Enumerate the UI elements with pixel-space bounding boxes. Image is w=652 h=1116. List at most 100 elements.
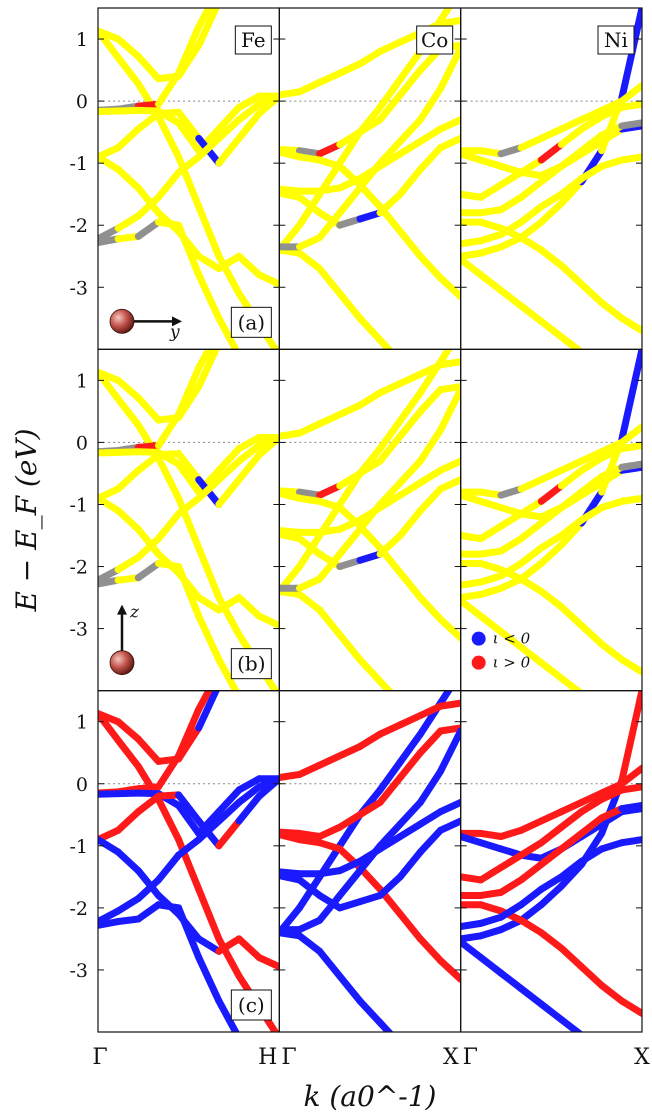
band-co-4-segment [356, 798, 384, 819]
band-co-7-segment [437, 817, 461, 834]
band-ni-2-segment [460, 255, 485, 279]
band-ni-6-segment [557, 829, 586, 853]
band-co-1-segment [396, 730, 424, 766]
band-co-4-segment [416, 727, 445, 757]
band-ni-8-segment [537, 532, 565, 552]
band-fe-6-segment [235, 252, 263, 279]
band-co-8-segment [416, 767, 445, 806]
panel-frame [460, 690, 643, 1033]
band-co-5-segment [416, 594, 445, 623]
band-fe-6-segment [134, 525, 162, 558]
y-axis-title: E − E_F (eV) [10, 428, 43, 612]
band-co-2-segment [336, 289, 364, 322]
band-fe-4-segment [215, 103, 243, 133]
band-ni-8-segment [477, 572, 505, 586]
band-fe-7-segment [195, 134, 223, 161]
band-co-8-segment [295, 575, 324, 592]
band-co-4-segment [376, 774, 404, 806]
band-ni-8-segment [598, 497, 626, 512]
band-co-6-segment [396, 137, 424, 158]
band-ni-3-segment [578, 789, 606, 806]
band-fe-7-segment [134, 193, 162, 220]
panel-frame [460, 7, 643, 350]
band-co-3-segment [376, 38, 404, 55]
band-co-3-segment [396, 370, 424, 387]
band-co-7-segment [295, 193, 324, 217]
band-fe-5-segment [215, 134, 243, 167]
band-co-1-segment [396, 47, 424, 83]
band-ni-5-segment [537, 823, 565, 847]
band-ni-5-segment [497, 510, 525, 530]
band-fe-3-segment [154, 752, 183, 791]
band-ni-2-segment [497, 628, 525, 651]
band-fe-8-segment [259, 387, 279, 412]
band-ni-7-segment [537, 929, 565, 952]
band-fe-2-segment [134, 52, 162, 83]
band-ni-5-segment [618, 100, 642, 111]
y-tick-label: -3 [69, 277, 88, 299]
band-fe-6-segment [195, 935, 223, 955]
band-fe-1-segment [175, 153, 203, 211]
band-ni-2-segment [602, 709, 622, 725]
band-ni-8-segment [618, 836, 642, 847]
band-fe-6-segment [114, 507, 142, 533]
band-fe-6-segment [255, 271, 280, 288]
k-point-label: H [258, 1045, 277, 1070]
band-ni-5-segment [517, 156, 545, 176]
band-ni-3-segment [517, 134, 545, 152]
band-fe-1-segment [114, 395, 142, 429]
panel-fe-1 [98, 0, 280, 412]
panel-fe-3 [98, 690, 280, 1033]
band-ni-5-segment [477, 181, 505, 201]
band-co-7-segment [316, 209, 344, 229]
band-co-4-segment [316, 482, 344, 499]
band-co-6-segment [437, 116, 461, 133]
element-tag: Fe [241, 28, 266, 52]
band-co-1-segment [376, 417, 404, 453]
band-fe-5-segment [215, 476, 243, 508]
frame-layer [97, 7, 643, 1033]
band-fe-2-segment [98, 27, 122, 43]
band-ni-3-segment [618, 82, 642, 105]
band-fe-2-segment [114, 35, 142, 60]
band-ni-8-segment [557, 857, 586, 881]
band-co-3-segment [376, 379, 404, 397]
band-co-3-segment [295, 78, 324, 96]
band-co-3-segment [437, 699, 461, 710]
band-ni-5-segment [517, 497, 545, 518]
band-co-2-segment [356, 314, 384, 344]
band-co-1-segment [295, 873, 324, 912]
band-ni-3-segment [497, 826, 525, 841]
band-ni-2-segment [557, 1016, 584, 1033]
band-ni-6-segment [618, 119, 642, 130]
band-co-3-segment [295, 420, 324, 437]
band-fe-7-segment [114, 895, 142, 915]
band-ni-3-segment [537, 808, 565, 825]
band-co-7-segment [336, 215, 364, 229]
band-fe-4-segment [235, 92, 263, 111]
panel-id: (a) [238, 310, 266, 334]
band-co-3-segment [396, 711, 424, 729]
band-ni-2-segment [477, 954, 505, 977]
band-co-4-segment [356, 116, 384, 136]
y-tick-label: 1 [76, 29, 88, 51]
band-ni-7-segment [578, 280, 606, 307]
band-fe-3-segment [175, 23, 203, 77]
band-ni-2-segment [497, 286, 525, 310]
band-co-5-segment [396, 910, 424, 943]
band-ni-8-segment [477, 231, 505, 245]
band-co-1-segment [376, 758, 404, 794]
band-ni-2-segment [460, 597, 485, 620]
band-ni-4-segment [477, 839, 505, 853]
band-fe-2-segment [219, 0, 239, 2]
band-co-2-segment [295, 932, 324, 955]
band-co-2-segment [336, 631, 364, 664]
band-ni-1-segment [517, 218, 545, 242]
band-fe-5-segment [114, 808, 142, 834]
y-tick-label: 1 [76, 370, 88, 392]
band-fe-8-segment [259, 728, 279, 753]
band-ni-5-segment [618, 442, 642, 453]
band-fe-1-segment [215, 594, 243, 639]
band-fe-1-segment [195, 885, 223, 943]
band-fe-7-segment [255, 92, 280, 108]
